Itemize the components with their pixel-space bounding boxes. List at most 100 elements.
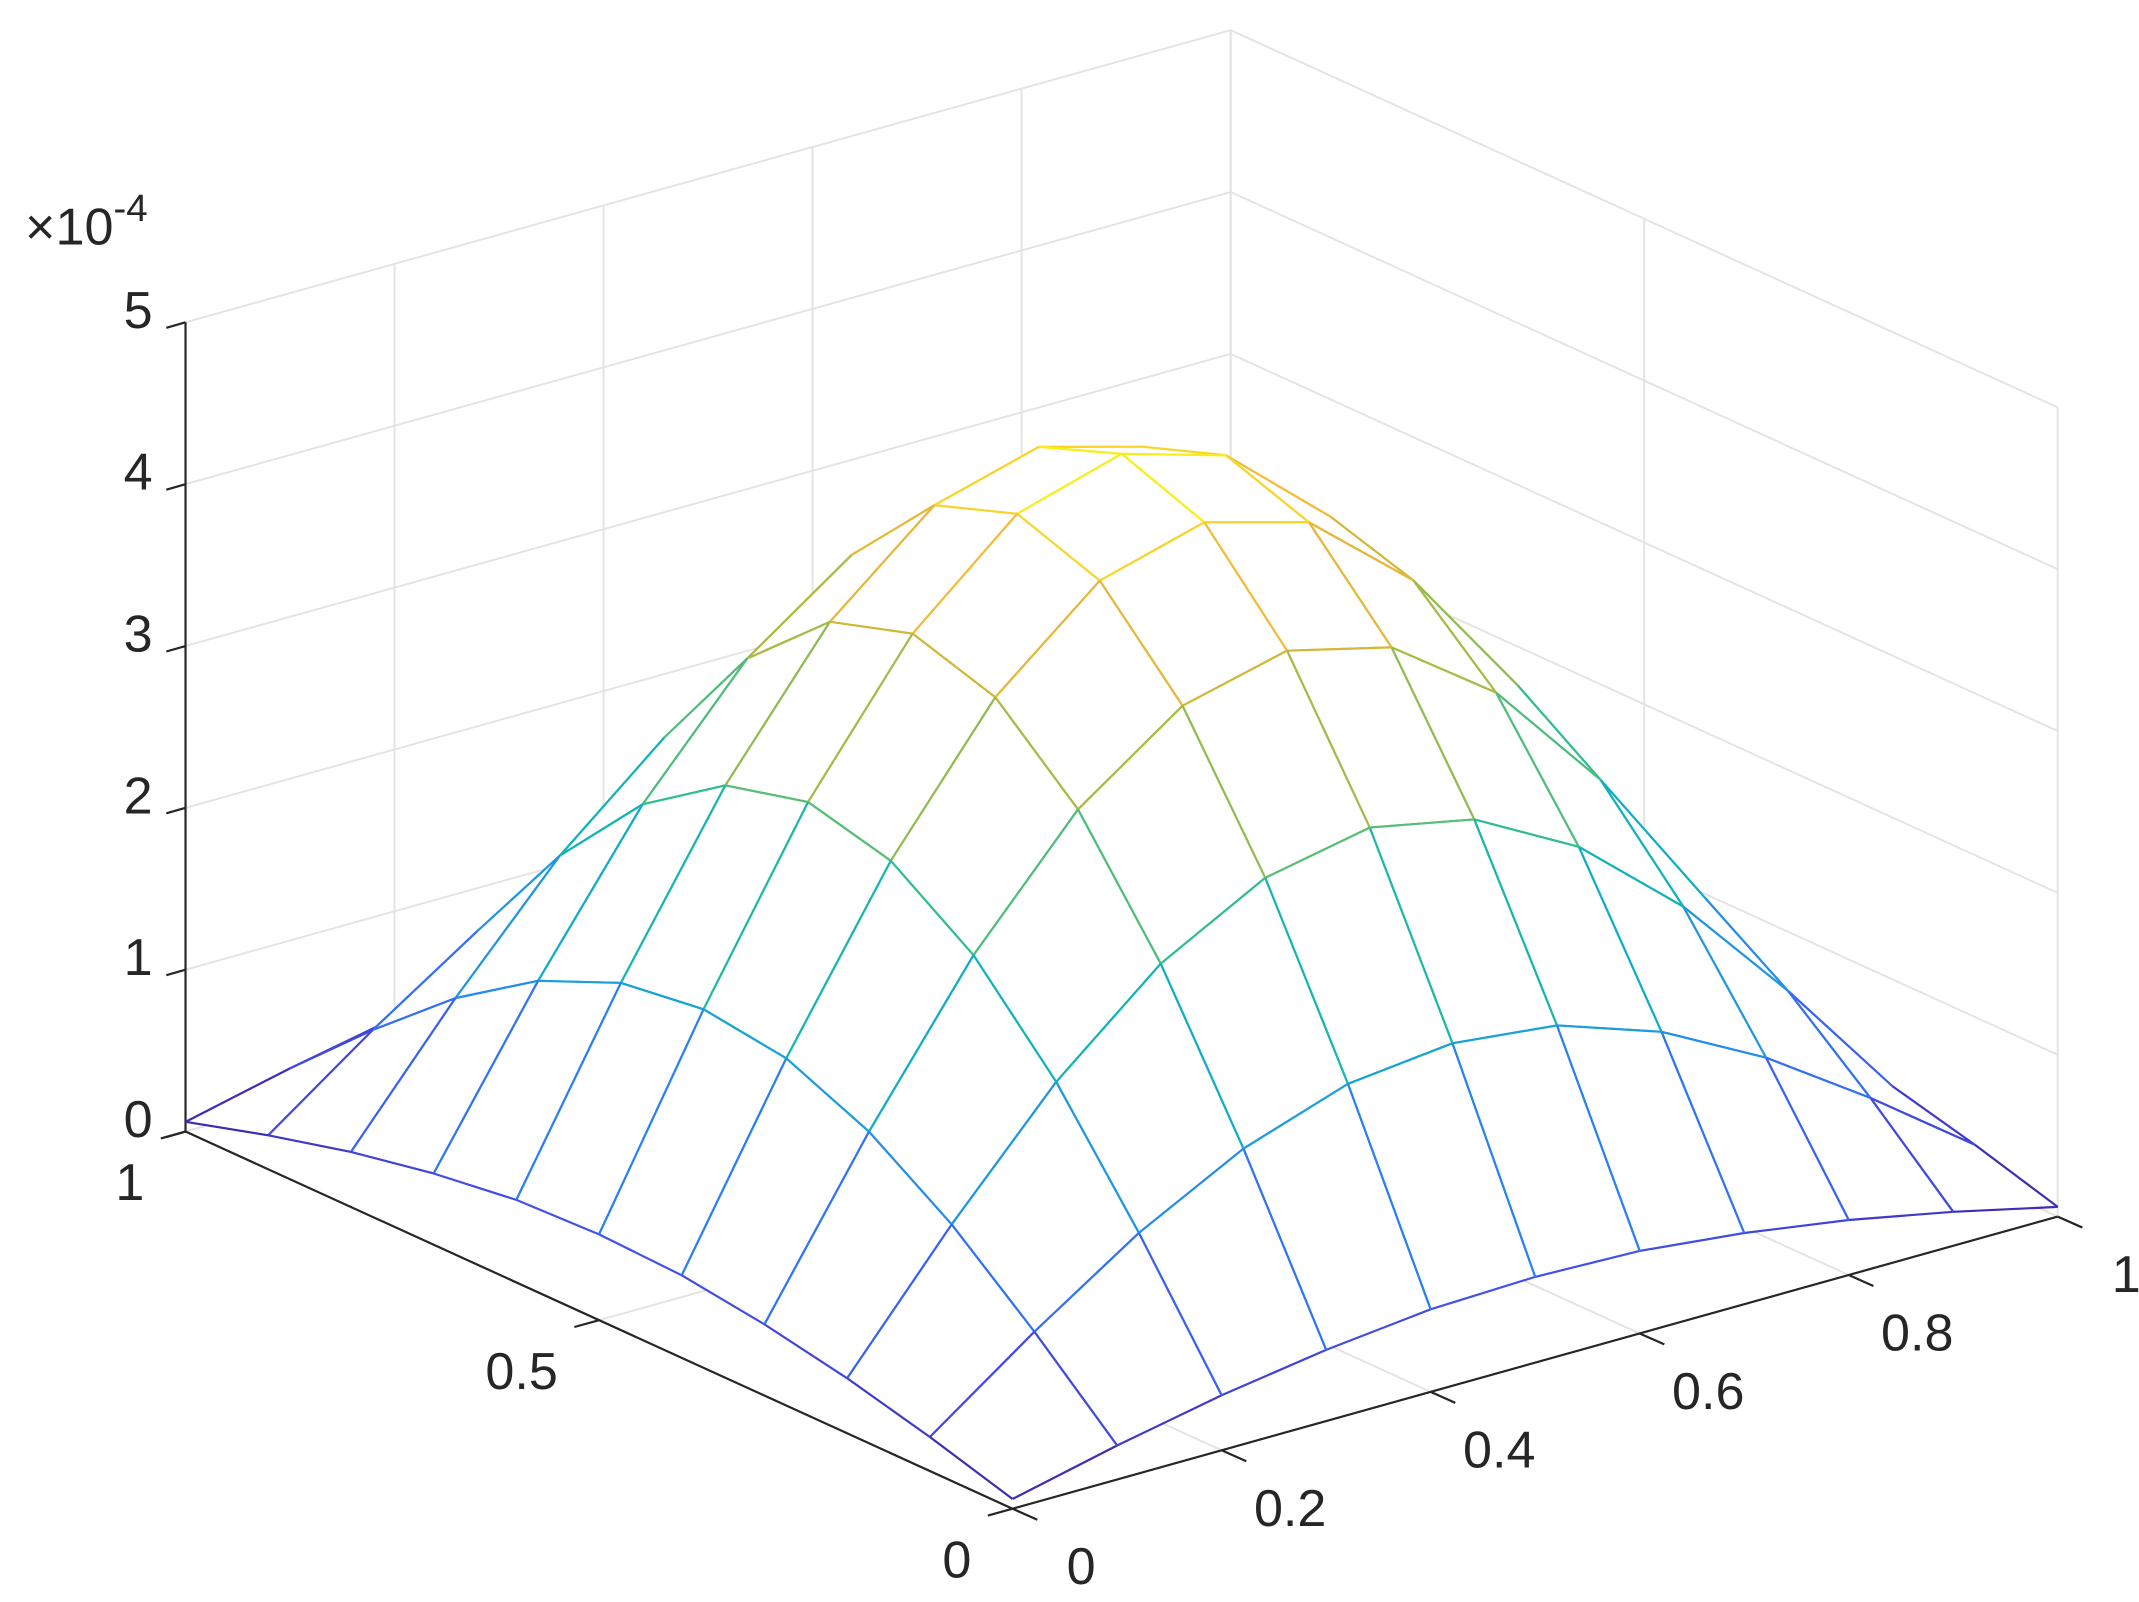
- mesh-line: [868, 1130, 953, 1226]
- mesh-face: [1661, 1031, 1849, 1234]
- z-tick-label: 5: [124, 282, 153, 340]
- mesh-line: [1038, 445, 1122, 455]
- mesh-face: [1765, 1057, 1954, 1220]
- grid-line: [185, 191, 1231, 486]
- mesh-line: [1077, 808, 1162, 965]
- mesh-face: [1496, 692, 1684, 907]
- mesh-face: [808, 633, 996, 861]
- mesh-face: [764, 1131, 952, 1379]
- mesh-face: [934, 446, 1122, 514]
- mesh-line: [1848, 1210, 1954, 1222]
- mesh-line: [1953, 1205, 2058, 1213]
- mesh-line: [846, 1223, 953, 1379]
- mesh-line: [515, 982, 622, 1201]
- mesh-line: [1325, 1308, 1432, 1351]
- y-tick-label: 0: [942, 1531, 971, 1589]
- x-tick-label: 1: [2112, 1246, 2139, 1304]
- mesh-face: [1017, 453, 1205, 581]
- x-tick: [1639, 1332, 1665, 1346]
- mesh-line: [1368, 827, 1454, 1044]
- mesh-line: [763, 1323, 848, 1380]
- mesh-line: [846, 1377, 931, 1438]
- x-tick-label: 0.2: [1254, 1480, 1326, 1538]
- mesh-face: [1556, 1025, 1745, 1251]
- mesh-face: [538, 785, 726, 983]
- x-tick: [1221, 1449, 1247, 1463]
- mesh-line: [454, 854, 561, 999]
- mesh-line: [724, 621, 831, 786]
- mesh-line: [1787, 989, 1894, 1087]
- mesh-face: [642, 621, 830, 805]
- mesh-line: [994, 579, 1101, 699]
- mesh-line: [1517, 684, 1602, 781]
- mesh-face: [912, 513, 1100, 698]
- mesh-line: [1120, 453, 1206, 524]
- mesh-line: [1412, 579, 1519, 687]
- mesh-line: [598, 1008, 705, 1235]
- mesh-line: [1869, 1097, 1955, 1213]
- mesh-line: [350, 997, 457, 1153]
- mesh-line: [785, 1057, 870, 1133]
- mesh-line: [680, 1057, 788, 1276]
- mesh-line: [1116, 1394, 1223, 1447]
- grid-line: [185, 352, 1231, 647]
- mesh-line: [994, 696, 1079, 811]
- z-tick-label: 1: [124, 929, 153, 987]
- mesh-line: [1016, 452, 1123, 515]
- mesh-line: [829, 620, 913, 635]
- mesh-line: [1077, 705, 1184, 811]
- mesh-line: [1599, 779, 1685, 908]
- mesh-line: [1555, 1025, 1641, 1252]
- mesh-line: [1451, 1042, 1537, 1278]
- mesh-line: [1242, 1148, 1328, 1351]
- x-tick: [2057, 1215, 2083, 1229]
- mesh-line: [1556, 1024, 1662, 1033]
- mesh-line: [598, 1233, 683, 1277]
- mesh-face: [455, 804, 643, 999]
- mesh-face: [350, 980, 539, 1174]
- y-tick: [160, 1130, 186, 1140]
- mesh-line: [1307, 521, 1393, 648]
- mesh-face: [1078, 705, 1266, 964]
- mesh-line: [371, 930, 479, 1031]
- z-tick-label: 3: [124, 606, 153, 664]
- mesh-line: [619, 784, 727, 984]
- mesh-line: [641, 657, 749, 805]
- mesh-line: [1452, 1024, 1558, 1045]
- mesh-line: [1016, 512, 1101, 582]
- mesh-line: [1242, 1082, 1349, 1150]
- mesh-line: [889, 860, 975, 956]
- mesh-line: [620, 981, 704, 1011]
- mesh-line: [1765, 1057, 1850, 1221]
- mesh-face: [1474, 819, 1662, 1032]
- z-multiplier-base: ×10: [25, 198, 113, 256]
- mesh-line: [972, 808, 1079, 956]
- mesh-line: [1182, 649, 1288, 707]
- mesh-line: [785, 860, 892, 1059]
- mesh-face: [1160, 877, 1348, 1149]
- mesh-line: [1143, 445, 1227, 457]
- mesh-line: [1225, 454, 1310, 524]
- mesh-line: [911, 632, 996, 699]
- z-tick: [166, 321, 186, 329]
- mesh-face: [433, 980, 621, 1200]
- mesh-line: [725, 784, 809, 804]
- x-tick: [1012, 1507, 1038, 1521]
- mesh-face: [1287, 647, 1475, 828]
- mesh-line: [642, 784, 726, 806]
- mesh-line: [185, 1120, 269, 1137]
- mesh-line: [763, 1131, 870, 1325]
- mesh-line: [559, 736, 666, 857]
- mesh-line: [950, 1081, 1058, 1226]
- y-tick-label: 0.5: [485, 1343, 557, 1401]
- mesh-line: [1137, 1232, 1223, 1396]
- mesh-face: [1870, 1098, 2058, 1212]
- mesh-face: [995, 580, 1183, 810]
- mesh-face: [1243, 1083, 1431, 1350]
- mesh-line: [1055, 1081, 1140, 1234]
- mesh-face: [1413, 580, 1601, 780]
- mesh-face: [1308, 522, 1497, 693]
- mesh-line: [1599, 779, 1706, 899]
- grid-line: [185, 29, 1231, 324]
